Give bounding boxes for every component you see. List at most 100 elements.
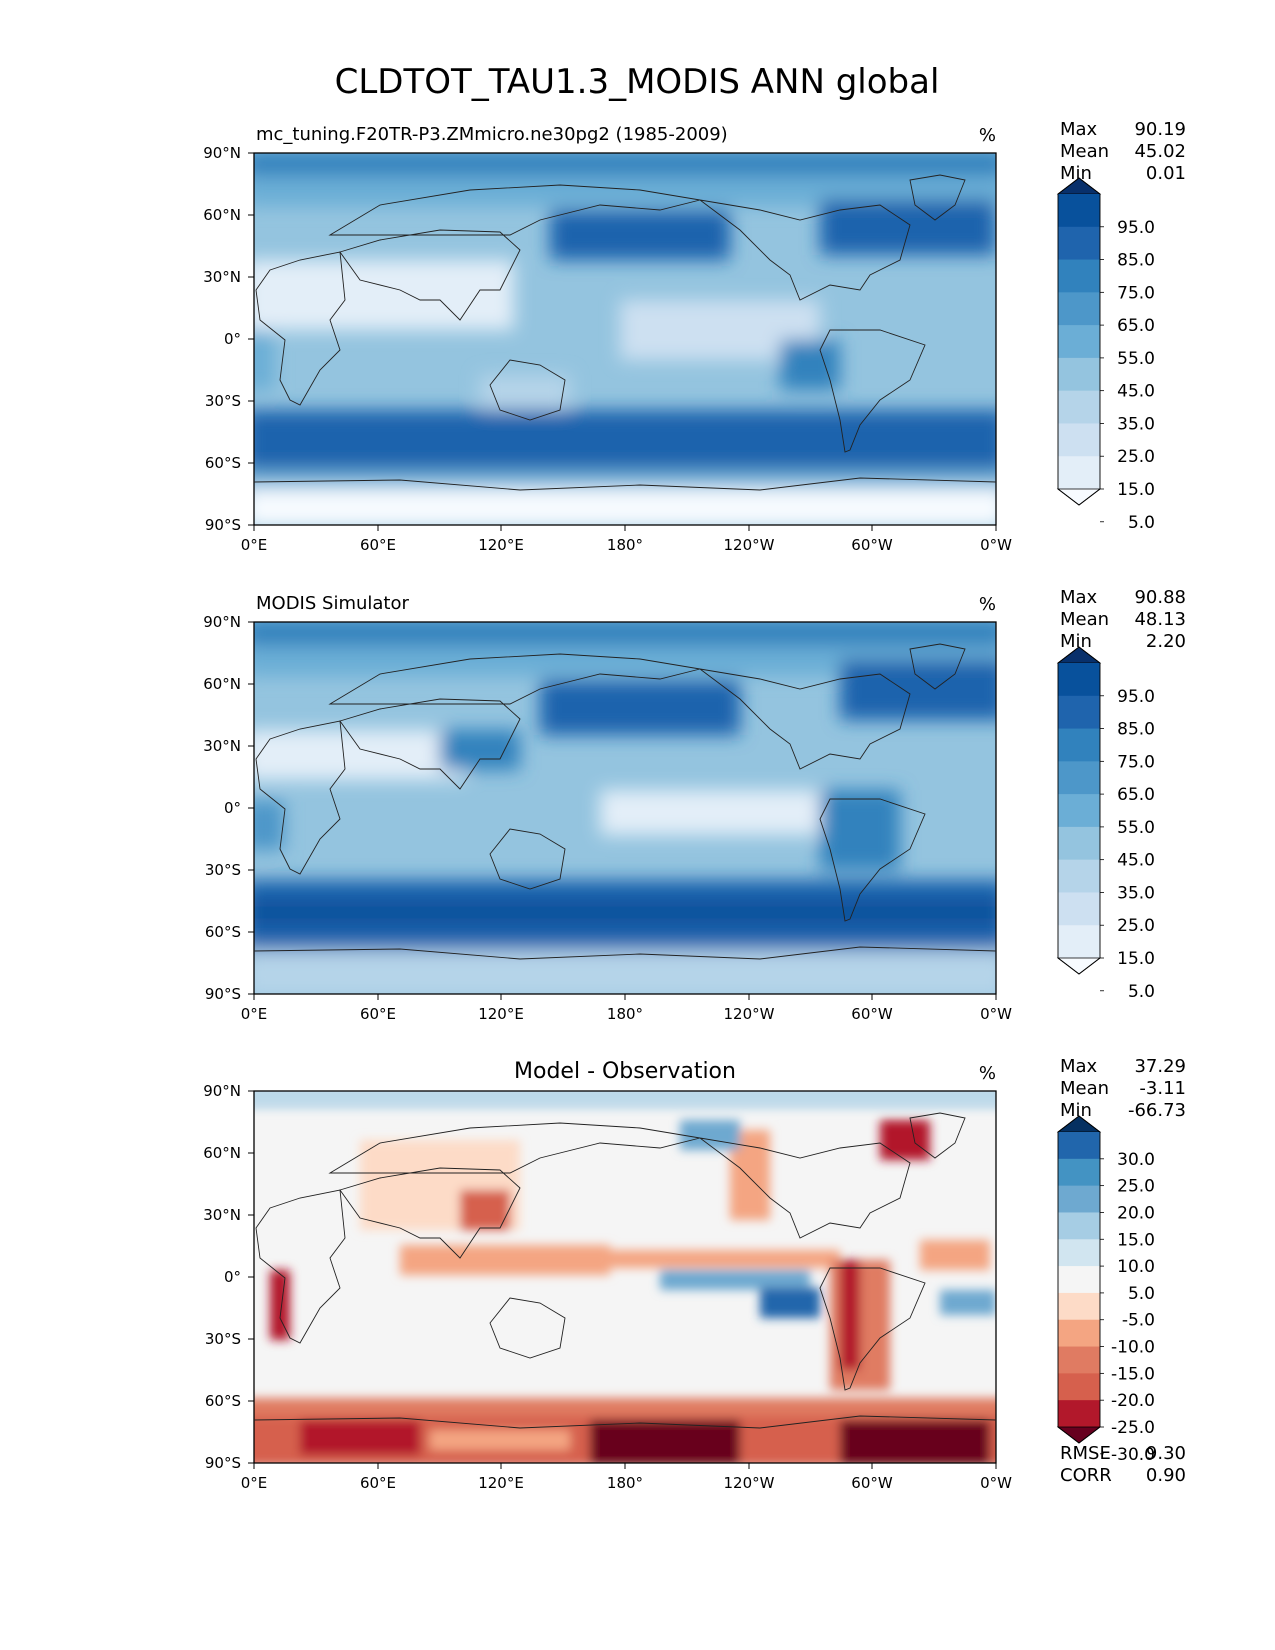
lon-tick-label: 0°W: [980, 1005, 1012, 1023]
colorbar-tick-label: 25.0: [1117, 916, 1155, 936]
colorbar-level: [1058, 1185, 1100, 1213]
cloud-fraction-field: [254, 153, 996, 525]
stat-value: 0.01: [1146, 163, 1186, 184]
colorbar-tick-label: 35.0: [1117, 883, 1155, 903]
colorbar-tick-label: 5.0: [1128, 1284, 1155, 1304]
lon-tick-label: 120°W: [724, 1474, 775, 1492]
colorbar: 95.0 85.0 75.0 65.0 55.0 45.0 35.0 25.0 15.0 5.0: [1056, 646, 1155, 1002]
panel-title: MODIS Simulator: [256, 593, 409, 614]
colorbar-tick-label: -30.0: [1111, 1445, 1155, 1465]
colorbar-tick-label: 5.0: [1128, 513, 1155, 533]
colorbar-level: [1058, 663, 1100, 697]
colorbar-level: [1058, 859, 1100, 893]
colorbar-level: [1058, 1212, 1100, 1240]
lat-tick-label: 60°N: [203, 675, 241, 693]
colorbar-tick-label: 65.0: [1117, 785, 1155, 805]
lat-tick-label: 0°: [224, 1268, 241, 1286]
stat-label: Max: [1060, 1056, 1098, 1077]
colorbar-tick-label: -20.0: [1111, 1391, 1155, 1411]
colorbar-level: [1058, 390, 1100, 424]
lat-tick-label: 90°N: [203, 144, 241, 162]
figure-title: CLDTOT_TAU1.3_MODIS ANN global: [335, 62, 940, 102]
colorbar-tick-label: 20.0: [1117, 1203, 1155, 1223]
lat-tick-label: 60°N: [203, 206, 241, 224]
colorbar-level: [1058, 1319, 1100, 1348]
lon-tick-label: 120°W: [724, 1005, 775, 1023]
panel-title: mc_tuning.F20TR-P3.ZMmicro.ne30pg2 (1985…: [256, 124, 728, 145]
units-label: %: [979, 1063, 996, 1084]
stat-value: 37.29: [1134, 1056, 1186, 1077]
colorbar-tick-label: 35.0: [1117, 414, 1155, 434]
lat-tick-label: 90°N: [203, 1082, 241, 1100]
colorbar-tick-label: 85.0: [1117, 720, 1155, 740]
panel-test: mc_tuning.F20TR-P3.ZMmicro.ne30pg2 (1985…: [203, 119, 1186, 554]
stat-value: 9.30: [1146, 1443, 1186, 1464]
colorbar-tick-label: 45.0: [1117, 851, 1155, 871]
lat-tick-label: 30°S: [205, 861, 241, 879]
colorbar-tick-label: 75.0: [1117, 752, 1155, 772]
colorbar-tick-label: 10.0: [1117, 1257, 1155, 1277]
colorbar-tick-label: 15.0: [1117, 1230, 1155, 1250]
lon-tick-label: 0°W: [980, 1474, 1012, 1492]
panel-title: Model - Observation: [514, 1059, 736, 1084]
colorbar-level: [1058, 1239, 1100, 1267]
units-label: %: [979, 125, 996, 146]
colorbar-level: [1058, 695, 1100, 730]
colorbar-level: [1058, 1373, 1100, 1401]
stat-value: 45.02: [1134, 141, 1186, 162]
colorbar-level: [1058, 423, 1100, 457]
lon-tick-label: 0°E: [241, 1005, 268, 1023]
colorbar-tick-label: 5.0: [1128, 982, 1155, 1002]
units-label: %: [979, 594, 996, 615]
stat-value: 48.13: [1134, 609, 1186, 630]
lat-tick-label: 30°S: [205, 392, 241, 410]
stat-value: 0.90: [1146, 1465, 1186, 1486]
colorbar-level: [1058, 259, 1100, 293]
lon-tick-label: 60°W: [851, 536, 893, 554]
colorbar-extend-min: [1056, 957, 1102, 975]
colorbar-level: [1058, 761, 1100, 795]
error-stats: RMSE 9.30 CORR 0.90: [1060, 1443, 1186, 1486]
colorbar-tick-label: -10.0: [1111, 1338, 1155, 1358]
lat-tick-label: 30°N: [203, 268, 241, 286]
lon-tick-label: 0°W: [980, 536, 1012, 554]
colorbar-level: [1058, 892, 1100, 926]
lon-tick-label: 120°W: [724, 536, 775, 554]
stat-value: 2.20: [1146, 631, 1186, 652]
lon-tick-label: 120°E: [478, 536, 524, 554]
lon-tick-label: 180°: [607, 1005, 643, 1023]
stat-label: Max: [1060, 587, 1098, 608]
stat-label: CORR: [1060, 1465, 1112, 1486]
colorbar-level: [1058, 1292, 1100, 1321]
coastlines: [254, 1112, 996, 1429]
colorbar-level: [1058, 1158, 1100, 1187]
colorbar-tick-label: 15.0: [1117, 480, 1155, 500]
panel-reference: MODIS Simulator %: [203, 587, 1186, 1023]
lat-axis: 90°N 60°N 30°N 0° 30°S 60°S 90°S: [203, 1082, 254, 1472]
colorbar-extend-min: [1056, 1426, 1102, 1444]
lat-tick-label: 90°S: [205, 985, 241, 1003]
lat-tick-label: 30°N: [203, 1206, 241, 1224]
colorbar-level: [1058, 794, 1100, 828]
lat-tick-label: 30°S: [205, 1330, 241, 1348]
lat-axis: 90°N 60°N 30°N 0° 30°S 60°S 90°S: [203, 613, 254, 1003]
lat-tick-label: 0°: [224, 799, 241, 817]
colorbar-level: [1058, 292, 1100, 326]
colorbar-level: [1058, 456, 1100, 490]
colorbar-tick-label: 75.0: [1117, 283, 1155, 303]
colorbar-extend-min: [1056, 488, 1102, 506]
lon-tick-label: 120°E: [478, 1474, 524, 1492]
lon-tick-label: 180°: [607, 536, 643, 554]
stat-value: -3.11: [1139, 1078, 1186, 1099]
coastlines: [254, 643, 996, 960]
colorbar-tick-label: 55.0: [1117, 349, 1155, 369]
stats-block: Max 90.19 Mean 45.02 Min 0.01: [1060, 119, 1186, 184]
lat-tick-label: 90°N: [203, 613, 241, 631]
colorbar-tick-label: 95.0: [1117, 218, 1155, 238]
colorbar-tick-label: -15.0: [1111, 1364, 1155, 1384]
stat-value: 90.88: [1134, 587, 1186, 608]
difference-field: [254, 1091, 996, 1463]
colorbar-level: [1058, 357, 1100, 392]
colorbar-tick-label: 25.0: [1117, 1177, 1155, 1197]
stat-value: -66.73: [1128, 1100, 1186, 1121]
